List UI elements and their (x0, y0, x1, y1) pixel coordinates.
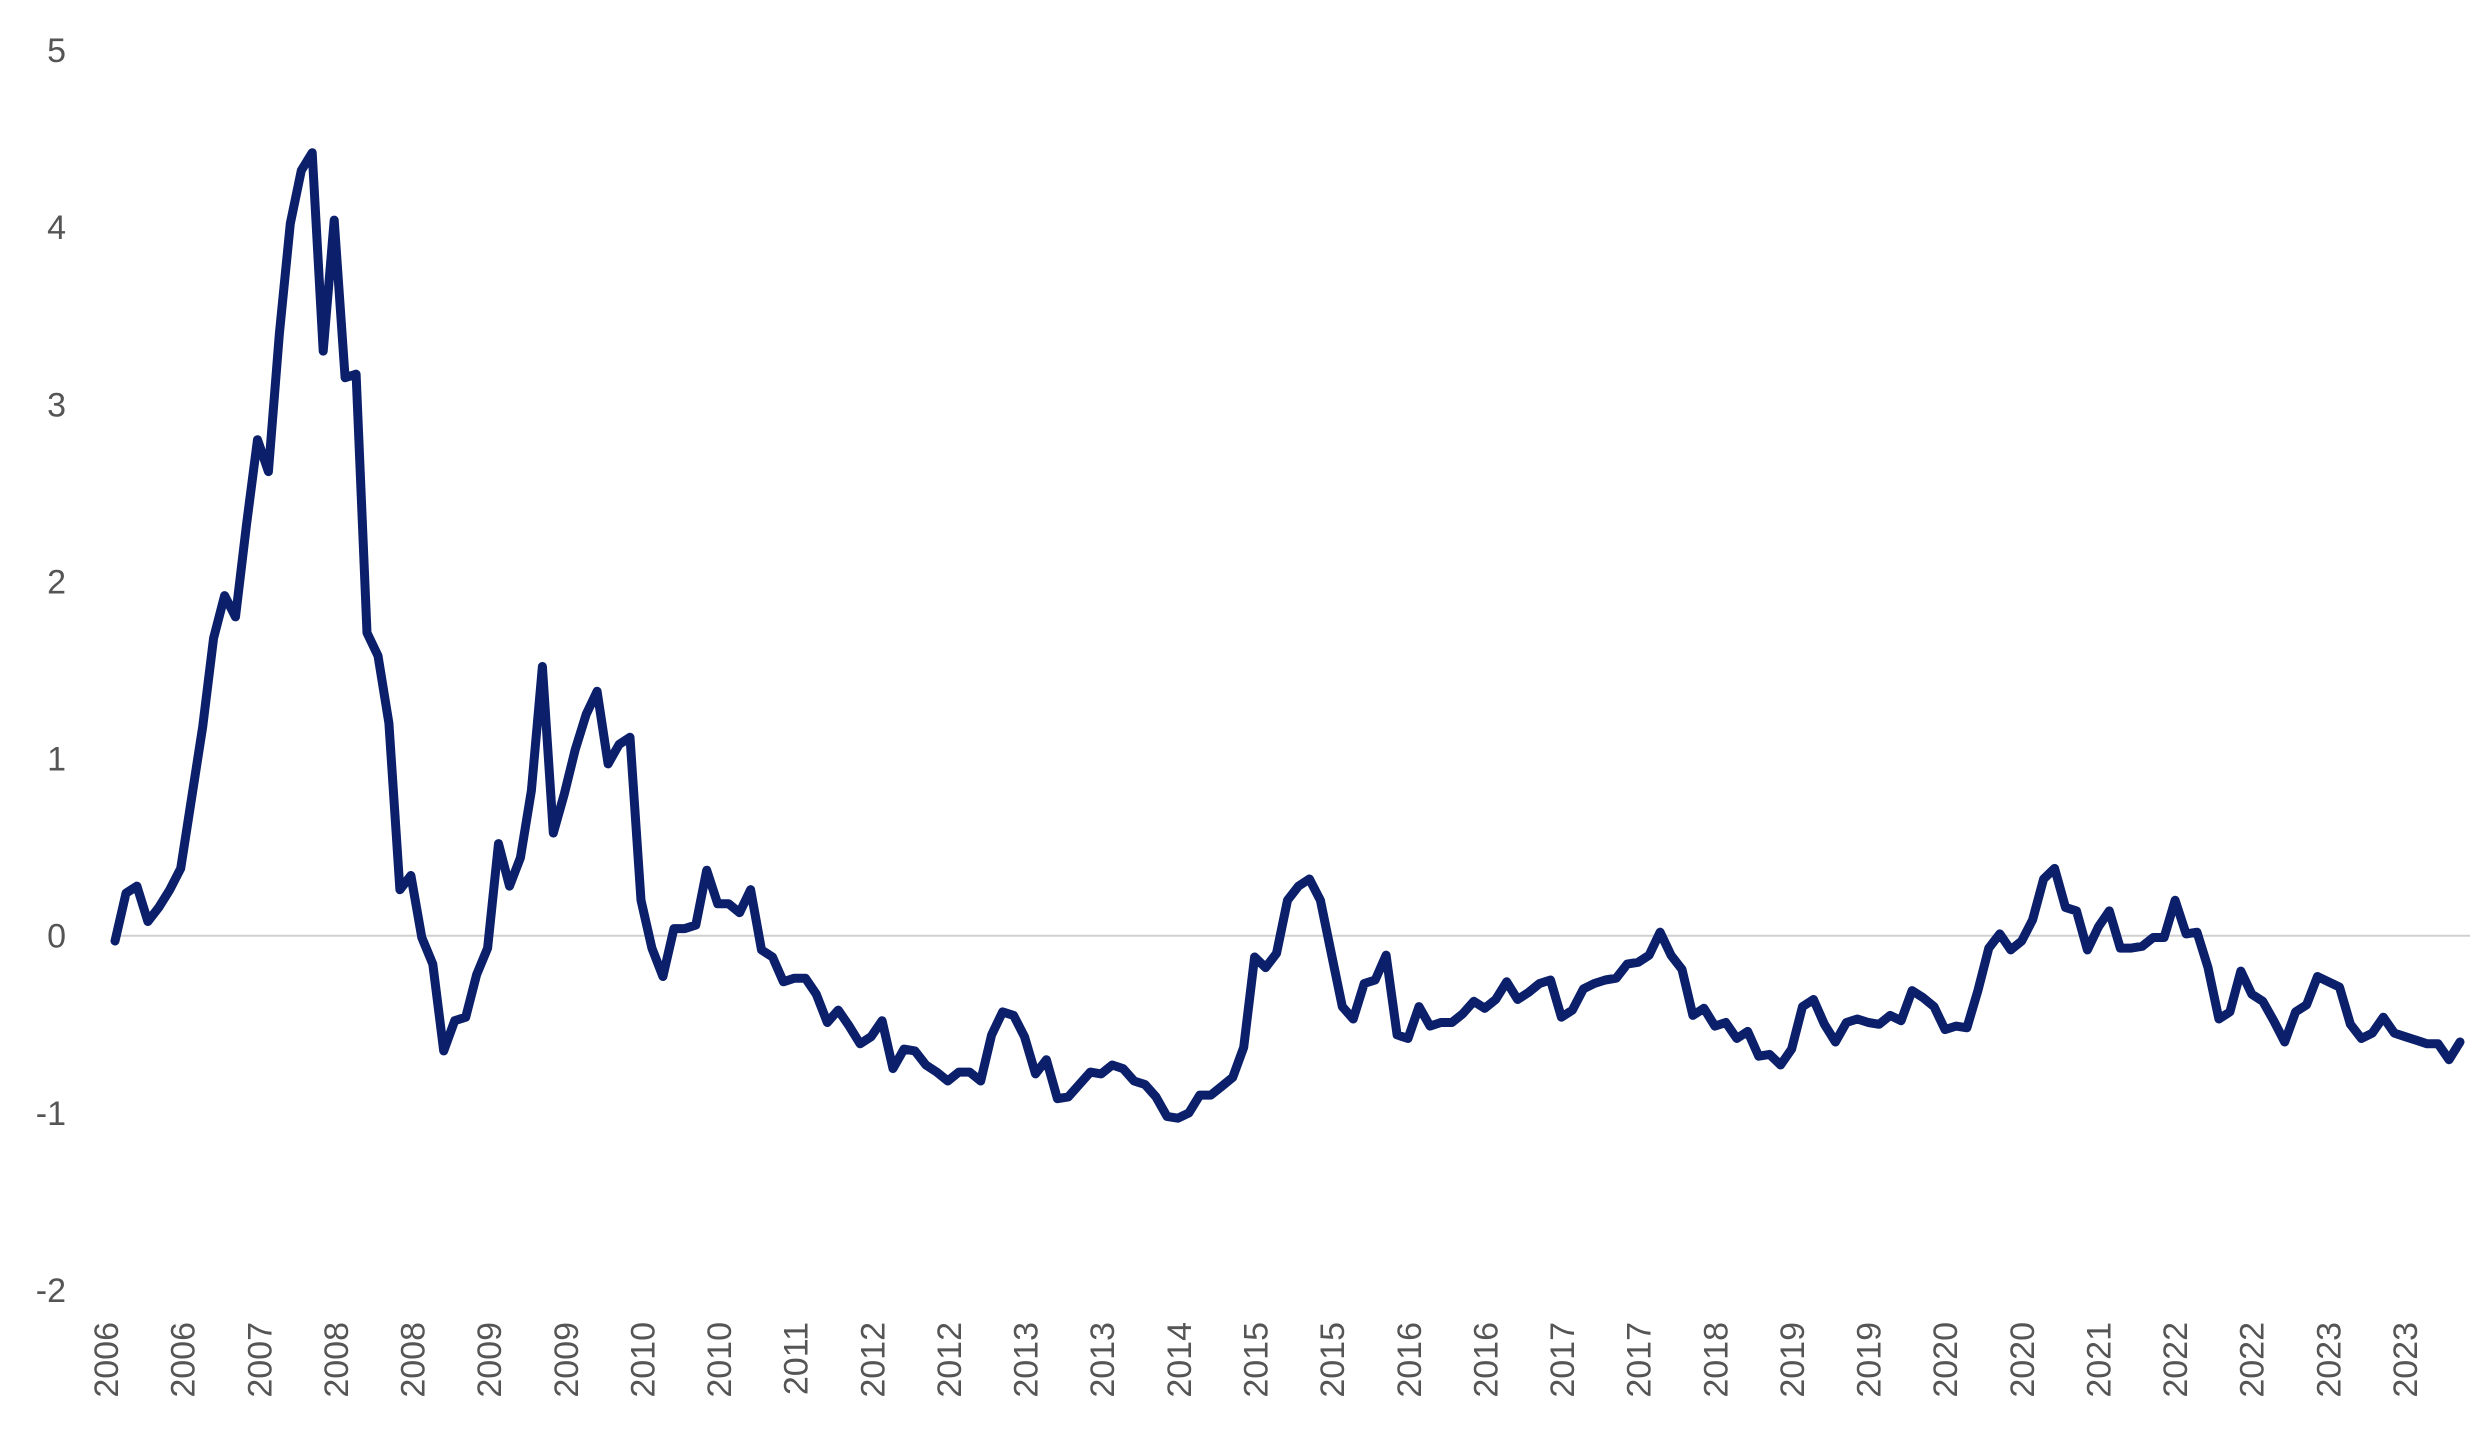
x-tick-label: 2008 (318, 1322, 356, 1398)
x-tick-label: 2023 (2387, 1322, 2425, 1398)
x-tick-label: 2013 (1084, 1322, 1122, 1398)
x-tick-label: 2015 (1238, 1322, 1276, 1398)
y-tick-label: -1 (36, 1095, 66, 1133)
x-tick-label: 2016 (1467, 1322, 1505, 1398)
series-line (110, 148, 2465, 1123)
y-tick-label: 2 (47, 563, 66, 601)
x-axis: 2006 2006 2007 2008 2008 2009 2009 2010 2010 2011… (88, 1322, 2425, 1398)
x-tick-label: 2011 (778, 1322, 816, 1395)
x-tick-label: 2009 (548, 1322, 586, 1398)
x-tick-label: 2010 (701, 1322, 739, 1398)
x-tick-label: 2020 (2004, 1322, 2042, 1398)
x-tick-label: 2007 (241, 1322, 279, 1398)
x-tick-label: 2019 (1851, 1322, 1889, 1398)
x-tick-label: 2019 (1774, 1322, 1812, 1398)
y-tick-label: 1 (47, 741, 66, 779)
x-tick-label: 2009 (471, 1322, 509, 1398)
x-tick-label: 2012 (931, 1322, 969, 1398)
x-tick-label: 2022 (2234, 1322, 2272, 1398)
y-tick-label: 0 (47, 918, 66, 956)
x-tick-label: 2006 (88, 1322, 126, 1398)
x-tick-label: 2017 (1621, 1322, 1659, 1398)
x-tick-label: 2022 (2157, 1322, 2195, 1398)
x-tick-label: 2023 (2310, 1322, 2348, 1398)
x-tick-label: 2013 (1008, 1322, 1046, 1398)
x-tick-label: 2008 (395, 1322, 433, 1398)
x-tick-label: 2021 (2080, 1322, 2118, 1398)
x-tick-label: 2016 (1391, 1322, 1429, 1398)
x-tick-label: 2010 (624, 1322, 662, 1398)
x-tick-label: 2014 (1161, 1322, 1199, 1398)
x-tick-label: 2006 (165, 1322, 203, 1398)
y-tick-label: 3 (47, 386, 66, 424)
y-tick-label: 4 (47, 209, 66, 247)
y-tick-label: -2 (36, 1272, 66, 1310)
x-tick-label: 2018 (1697, 1322, 1735, 1398)
x-tick-label: 2017 (1544, 1322, 1582, 1398)
x-tick-label: 2015 (1314, 1322, 1352, 1398)
x-tick-label: 2020 (1927, 1322, 1965, 1398)
y-axis: 5 4 3 2 1 0 -1 -2 (36, 32, 66, 1310)
y-tick-label: 5 (47, 32, 66, 70)
x-tick-label: 2012 (854, 1322, 892, 1398)
